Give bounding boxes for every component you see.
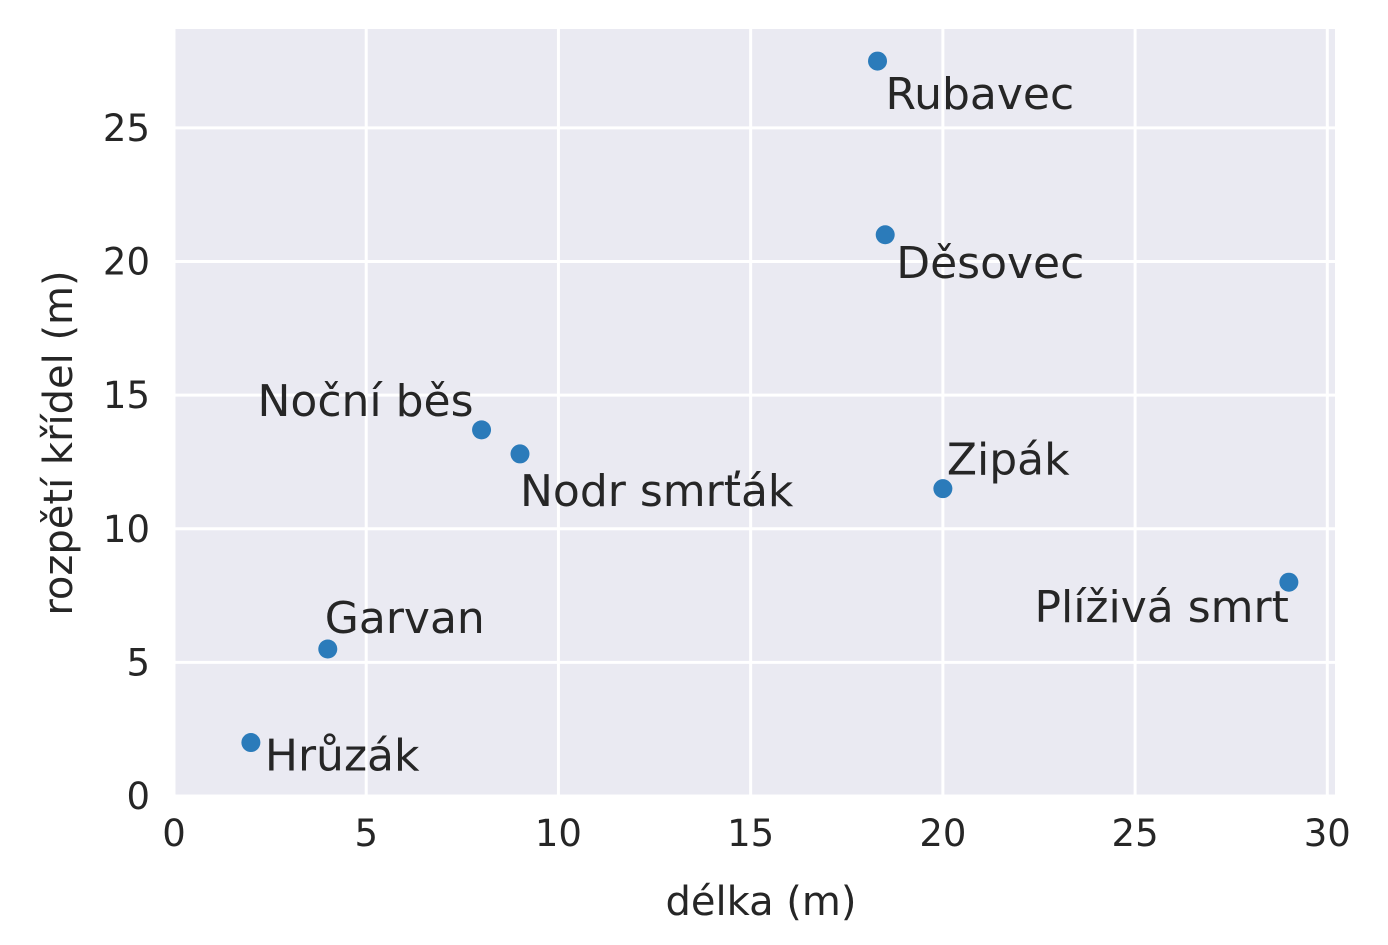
point-label: Hrůzák (265, 731, 420, 782)
grid-lines (172, 29, 1335, 798)
y-tick-label: 5 (126, 641, 150, 684)
data-point (318, 639, 338, 659)
x-tick-label: 15 (727, 812, 774, 855)
x-axis-label: délka (m) (666, 879, 857, 925)
data-point (472, 420, 492, 440)
y-axis-label: rozpětí křídel (m) (36, 270, 82, 615)
point-labels: Rubavec Děsovec Noční běs Nodr smrťák Zipák P… (258, 69, 1289, 781)
y-tick-label: 10 (103, 508, 150, 551)
point-label: Rubavec (886, 69, 1075, 120)
data-point (868, 51, 888, 71)
x-tick-label: 20 (919, 812, 966, 855)
point-label: Děsovec (896, 238, 1084, 289)
point-label: Garvan (325, 593, 485, 644)
data-point (510, 444, 530, 464)
data-point (875, 225, 895, 245)
x-tick-label: 30 (1304, 812, 1351, 855)
x-tick-label: 5 (354, 812, 378, 855)
data-point (1279, 572, 1299, 592)
point-label: Zipák (947, 435, 1070, 486)
point-label: Noční běs (258, 376, 474, 427)
x-tick-label: 25 (1112, 812, 1159, 855)
x-tick-label: 0 (162, 812, 186, 855)
data-point (933, 479, 953, 499)
point-label: Nodr smrťák (520, 466, 794, 517)
y-tick-label: 15 (103, 374, 150, 417)
point-label: Plíživá smrt (1034, 582, 1288, 633)
y-tick-label: 0 (126, 775, 150, 818)
y-tick-label: 25 (103, 107, 150, 150)
data-points (241, 51, 1299, 753)
data-point (241, 733, 261, 753)
y-axis-ticks: 0 5 10 15 20 25 (103, 107, 150, 818)
x-tick-label: 10 (535, 812, 582, 855)
x-axis-ticks: 0 5 10 15 20 25 30 (162, 812, 1351, 855)
y-tick-label: 20 (103, 241, 150, 284)
